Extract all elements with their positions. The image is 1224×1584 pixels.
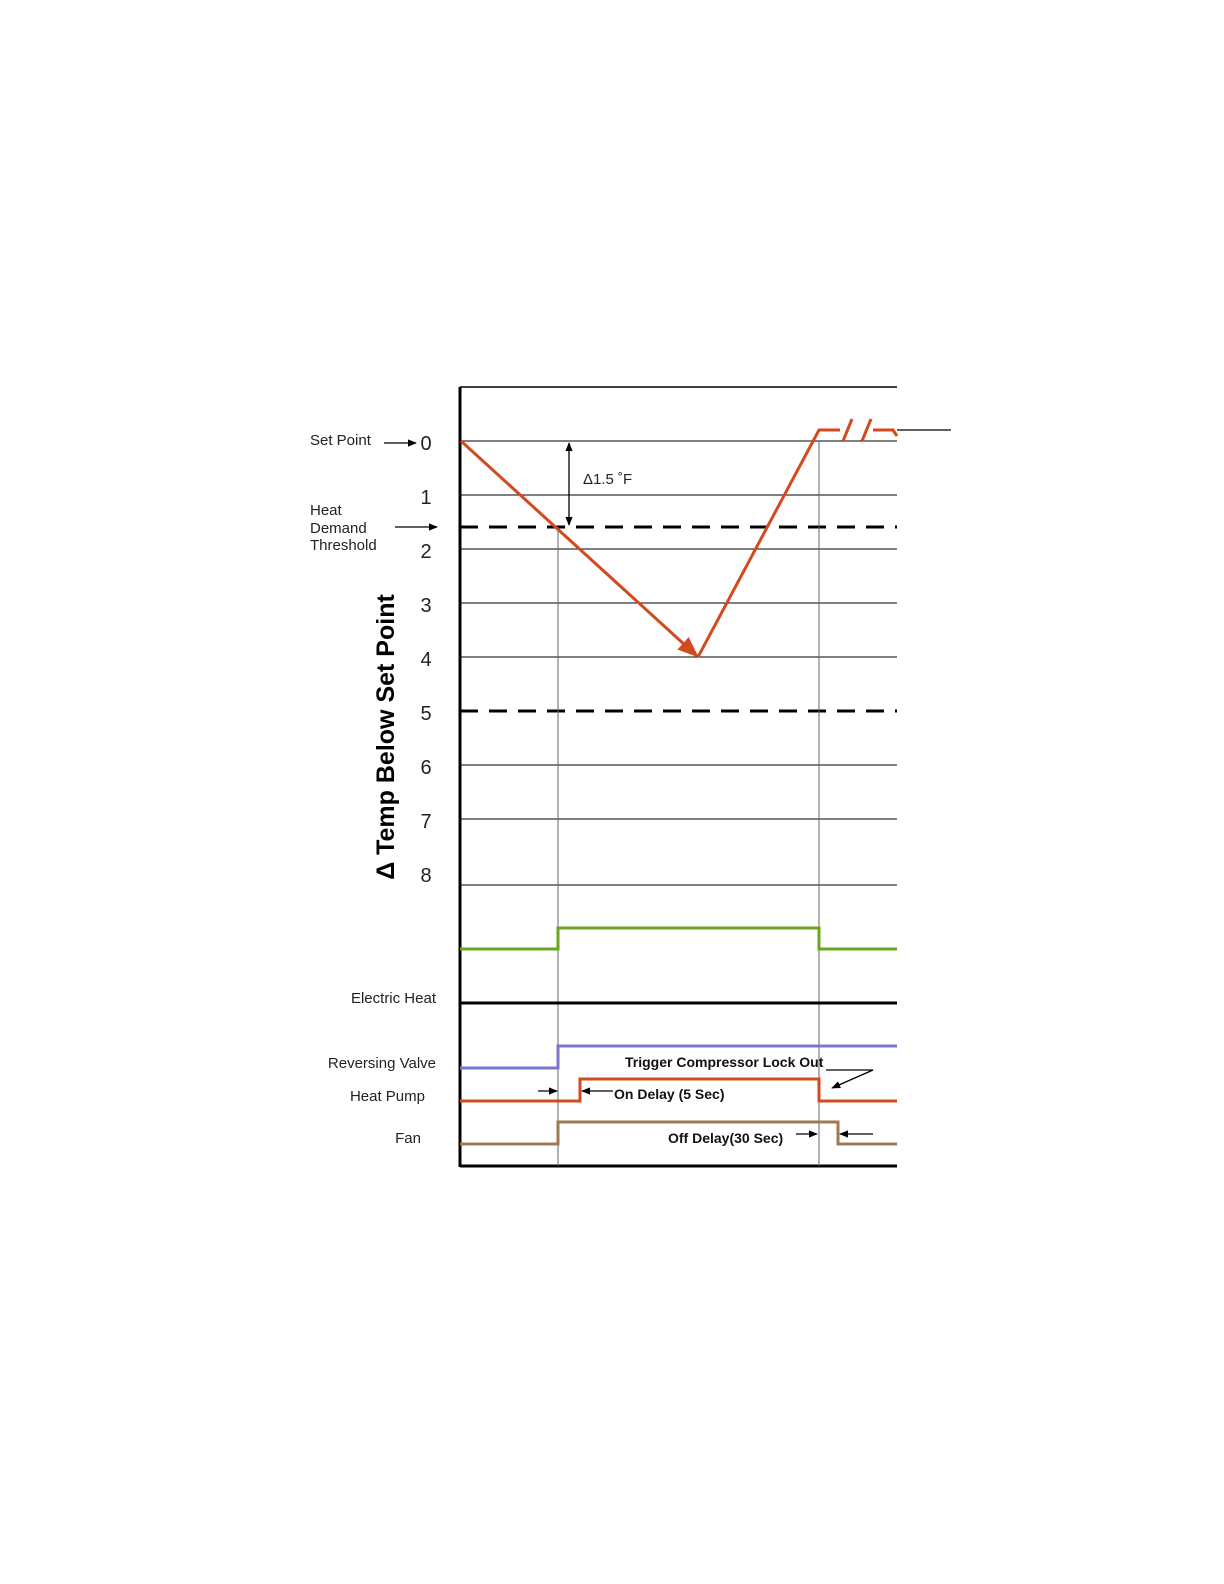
off-delay-label: Off Delay(30 Sec): [668, 1130, 783, 1146]
y-tick-4: 4: [420, 649, 431, 671]
y-tick-8: 8: [420, 865, 431, 887]
trigger-lockout-arrow: [826, 1069, 874, 1089]
y-tick-1: 1: [420, 487, 431, 509]
temperature-gridlines: [460, 440, 897, 886]
y-tick-0: 0: [420, 433, 431, 455]
y-tick-labels: 0 1 2 3 4 5 6 7 8: [420, 433, 431, 887]
heat-demand-label-line1: Heat: [310, 502, 343, 519]
y-tick-7: 7: [420, 811, 431, 833]
set-point-label: Set Point: [310, 432, 372, 449]
reversing-valve-line: [460, 1044, 897, 1070]
y-tick-2: 2: [420, 541, 431, 563]
heat-pump-line: [460, 1077, 897, 1103]
green-signal-line: [460, 926, 897, 951]
heat-pump-label: Heat Pump: [350, 1088, 425, 1105]
on-delay-label: On Delay (5 Sec): [614, 1086, 725, 1102]
delta-label: Δ1.5 ˚F: [583, 471, 632, 488]
y-tick-6: 6: [420, 757, 431, 779]
break-mark-2: [860, 418, 873, 442]
fan-label: Fan: [395, 1130, 421, 1147]
temperature-drop-line: [459, 439, 699, 658]
reversing-valve-label: Reversing Valve: [328, 1055, 436, 1072]
electric-heat-label: Electric Heat: [351, 990, 437, 1007]
trigger-lockout-label: Trigger Compressor Lock Out: [625, 1054, 824, 1070]
break-mark-1: [841, 418, 854, 442]
fan-line: [460, 1120, 897, 1146]
y-tick-5: 5: [420, 703, 431, 725]
temperature-recovery-line: [696, 428, 840, 658]
y-tick-3: 3: [420, 595, 431, 617]
temperature-continue-line: [873, 428, 899, 437]
heat-demand-label-line3: Threshold: [310, 537, 377, 554]
y-axis-title: Δ Temp Below Set Point: [372, 594, 400, 880]
heat-demand-label-line2: Demand: [310, 520, 367, 537]
